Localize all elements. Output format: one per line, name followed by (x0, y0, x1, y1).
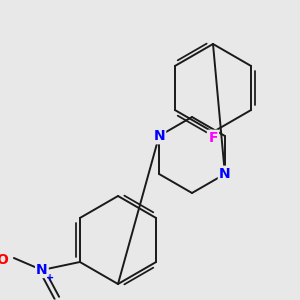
Text: N: N (36, 263, 48, 277)
Text: N: N (219, 167, 231, 181)
Text: O: O (0, 253, 8, 267)
Text: F: F (208, 131, 218, 145)
Text: +: + (46, 273, 54, 283)
Text: N: N (153, 129, 165, 143)
